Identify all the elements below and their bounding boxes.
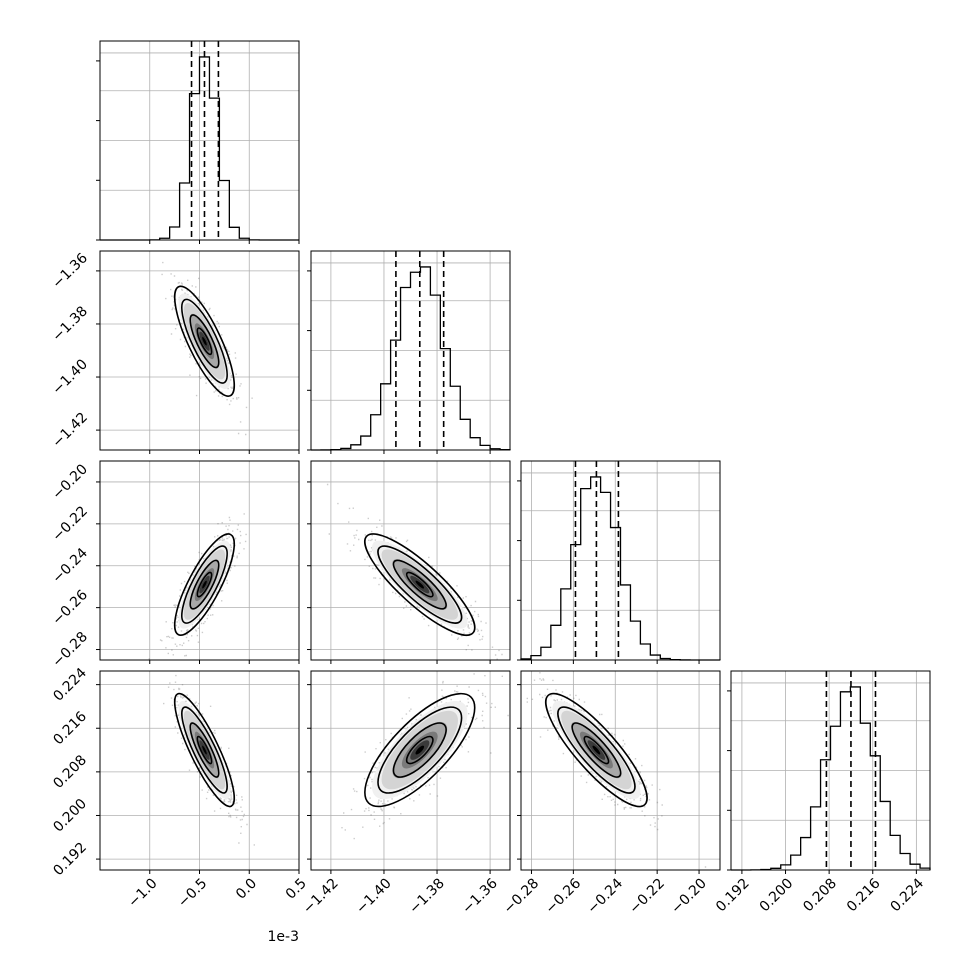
contour-0 [196,571,213,598]
panel-frame [310,460,511,661]
x-tick-label-2-1: −0.26 [543,875,585,917]
x-tick-label-0-1: −0.5 [175,876,210,911]
scatter-points [161,261,253,436]
contour-1 [189,314,220,369]
histogram-panel-0 [96,40,300,244]
x-tick-label-2-2: −0.24 [584,875,626,917]
panel-frame [99,40,300,241]
panel-frame [99,250,300,451]
x-tick-label-1-1: −1.40 [353,876,395,918]
x-tick-label-3-0: 0.192 [713,876,753,916]
density-level-5 [415,745,425,755]
histogram-panel-1 [307,250,511,454]
contour-2 [557,706,636,794]
y-tick-label-1-1: −1.40 [49,356,91,398]
histogram-step-3 [730,686,931,871]
contour-2 [181,545,228,624]
density-level-5 [202,745,207,755]
x-offset-label: 1e-3 [268,929,299,945]
panel-frame [520,670,721,871]
contour-3 [173,285,236,397]
scatter-panel-3-2 [517,670,721,874]
y-tick-label-1-0: −1.42 [49,409,91,451]
contour-1 [189,559,220,610]
density-level-5 [415,580,425,589]
y-tick-label-2-1: −0.26 [49,587,91,629]
scatter-panel-2-0 [96,460,300,664]
contour-1 [189,722,220,778]
histogram-step-2 [520,476,720,661]
density-level-5 [592,745,601,755]
panel-frame [99,670,300,871]
x-tick-label-3-1: 0.200 [757,876,797,916]
y-tick-label-3-0: 0.192 [50,839,90,879]
x-tick-label-1-2: −1.38 [406,876,448,918]
contour-1 [392,559,447,610]
x-tick-label-2-0: −0.28 [501,876,543,918]
contour-1 [571,722,622,778]
x-tick-label-0-2: 0.0 [233,876,260,903]
y-tick-label-2-2: −0.24 [49,545,91,587]
y-tick-label-3-2: 0.208 [50,752,90,792]
contour-0 [196,327,213,356]
x-tick-label-3-2: 0.208 [800,876,840,916]
contour-2 [181,706,228,794]
contour-0 [405,735,434,765]
scatter-points [526,672,707,868]
contour-0 [196,735,213,765]
x-tick-label-2-3: −0.22 [626,876,668,918]
contour-3 [173,692,236,808]
scatter-panel-2-1 [307,460,511,664]
panel-frame [310,670,511,871]
y-tick-label-3-4: 0.224 [50,665,90,705]
y-tick-label-1-2: −1.38 [49,303,91,345]
contour-3 [545,692,648,808]
density-level-5 [202,336,207,346]
scatter-points [163,674,255,846]
panel-frame [310,250,511,451]
scatter-panel-1-0 [96,250,300,454]
x-tick-label-3-4: 0.224 [888,875,928,915]
density-level-5 [202,580,207,589]
contour-3 [173,533,236,636]
x-tick-label-2-4: −0.20 [668,876,710,918]
contour-2 [377,706,463,794]
scatter-points [326,483,503,660]
contour-2 [377,545,463,624]
y-tick-label-2-4: −0.20 [49,461,91,503]
histogram-step-1 [310,266,511,451]
y-tick-label-2-3: −0.22 [49,503,91,545]
scatter-panel-3-1 [307,670,511,874]
y-tick-label-3-1: 0.200 [50,796,90,836]
y-tick-label-1-3: −1.36 [49,250,91,292]
y-tick-label-2-0: −0.28 [49,629,91,671]
panel-frame [730,670,931,871]
contour-3 [364,692,476,808]
scatter-points [148,513,247,660]
contour-0 [583,735,610,765]
scatter-points [341,673,509,840]
x-tick-label-3-3: 0.216 [844,875,884,915]
x-tick-label-0-0: −1.0 [125,876,160,911]
scatter-panel-3-0 [96,670,300,874]
x-tick-label-1-0: −1.42 [300,876,342,918]
contour-3 [364,533,476,636]
x-tick-label-0-3: 0.5 [283,876,310,903]
panel-frame [99,460,300,661]
contour-2 [181,298,228,384]
histogram-panel-2 [517,460,721,664]
contour-1 [392,722,447,778]
panel-frame [520,460,721,661]
contour-0 [405,571,434,598]
x-tick-label-1-3: −1.36 [459,875,501,917]
sample-points [148,513,247,660]
histogram-panel-3 [727,670,931,874]
y-tick-label-3-3: 0.216 [50,709,90,749]
